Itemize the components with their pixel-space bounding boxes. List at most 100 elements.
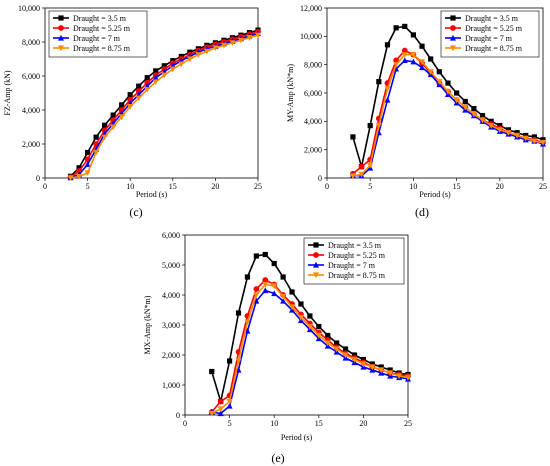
y-tick-label: 8,000 — [304, 60, 322, 69]
data-point — [93, 134, 99, 140]
legend-label: Draught = 3.5 m — [73, 14, 127, 23]
chart-panel-d: 0 5 10 15 20 25 0 2,000 4,000 6,000 8,000 10,000 12,… — [286, 4, 547, 219]
x-tick-label: 20 — [359, 419, 367, 428]
data-point — [384, 42, 391, 48]
data-point — [271, 283, 278, 290]
data-point — [402, 23, 408, 30]
legend-label: Draught = 3.5 m — [328, 241, 382, 250]
data-point — [306, 323, 313, 330]
x-tick-label: 25 — [539, 182, 547, 191]
data-point — [384, 86, 391, 92]
data-point — [401, 52, 408, 58]
data-point — [378, 364, 384, 370]
data-point — [220, 42, 227, 49]
panel-label: (e) — [271, 451, 284, 465]
data-point — [253, 297, 260, 304]
data-point — [280, 274, 286, 280]
x-axis-label: Period (s) — [281, 433, 313, 442]
data-point — [253, 286, 260, 292]
data-point — [118, 114, 125, 120]
data-point — [334, 340, 340, 346]
data-point — [358, 171, 365, 178]
data-point — [410, 52, 417, 58]
y-tick-label: 10,000 — [300, 32, 322, 41]
data-point — [289, 304, 296, 311]
data-point — [479, 117, 486, 124]
series-4 — [208, 281, 411, 417]
y-tick-label: 4,000 — [304, 117, 322, 126]
x-tick-label: 15 — [315, 419, 323, 428]
data-point — [360, 361, 367, 368]
x-tick-label: 20 — [496, 182, 504, 191]
data-point — [102, 122, 108, 128]
data-point — [271, 290, 278, 297]
data-point — [262, 287, 269, 294]
legend-label: Draught = 8.75 m — [465, 44, 523, 53]
data-point — [255, 32, 261, 39]
y-axis-label: MY-Amp (kN*m) — [286, 64, 295, 122]
data-point — [280, 297, 287, 304]
data-point — [203, 48, 210, 55]
data-point — [384, 96, 391, 103]
data-point — [262, 277, 269, 283]
x-tick-label: 0 — [325, 182, 329, 191]
data-point — [253, 292, 260, 299]
data-point — [333, 346, 340, 353]
data-point — [127, 92, 133, 98]
data-point — [376, 79, 382, 85]
data-point — [262, 281, 269, 288]
data-point — [369, 361, 375, 367]
x-axis-label: Period (s) — [136, 190, 168, 199]
legend-marker — [313, 242, 319, 248]
x-tick-label: 5 — [86, 182, 90, 191]
data-point — [235, 358, 242, 365]
data-point — [226, 398, 233, 405]
data-point — [462, 98, 468, 105]
data-point — [195, 52, 202, 58]
series-2 — [208, 277, 411, 415]
data-point — [454, 90, 460, 96]
legend-label: Draught = 8.75 m — [328, 271, 386, 280]
data-point — [161, 63, 167, 69]
data-point — [496, 127, 503, 134]
data-point — [401, 47, 408, 54]
data-point — [144, 87, 151, 93]
data-point — [342, 346, 349, 352]
x-tick-label: 20 — [211, 182, 219, 191]
x-axis-label: Period (s) — [419, 190, 451, 199]
data-point — [85, 149, 91, 156]
x-tick-label: 15 — [169, 182, 177, 191]
y-tick-label: 6,000 — [162, 231, 180, 240]
y-tick-label: 1,000 — [162, 381, 180, 390]
x-tick-label: 5 — [228, 419, 232, 428]
legend-label: Draught = 3.5 m — [465, 14, 519, 23]
data-point — [531, 138, 538, 145]
y-tick-label: 0 — [318, 174, 322, 183]
data-point — [152, 74, 159, 81]
legend-marker — [58, 15, 64, 21]
data-point — [76, 174, 83, 180]
y-tick-label: 0 — [176, 411, 180, 420]
panel-label: (d) — [415, 205, 429, 219]
data-point — [419, 64, 426, 71]
data-point — [127, 104, 134, 110]
data-point — [110, 124, 117, 131]
legend-label: Draught = 5.25 m — [73, 24, 131, 33]
data-point — [428, 56, 434, 62]
data-point — [212, 45, 219, 52]
y-tick-label: 4,000 — [162, 291, 180, 300]
legend-label: Draught = 7 m — [328, 261, 376, 270]
data-point — [405, 374, 411, 381]
data-point — [471, 105, 477, 112]
legend-marker — [450, 34, 456, 41]
data-point — [315, 332, 322, 339]
data-point — [186, 56, 193, 63]
data-point — [244, 274, 251, 280]
data-point — [153, 68, 159, 74]
data-point — [378, 367, 385, 374]
chart-panel-c: 0 5 10 15 20 25 0 2,000 4,000 6,000 8,000 10,000 Per… — [3, 4, 262, 219]
data-point — [444, 88, 451, 95]
data-point — [436, 79, 443, 85]
legend-marker — [450, 15, 456, 21]
